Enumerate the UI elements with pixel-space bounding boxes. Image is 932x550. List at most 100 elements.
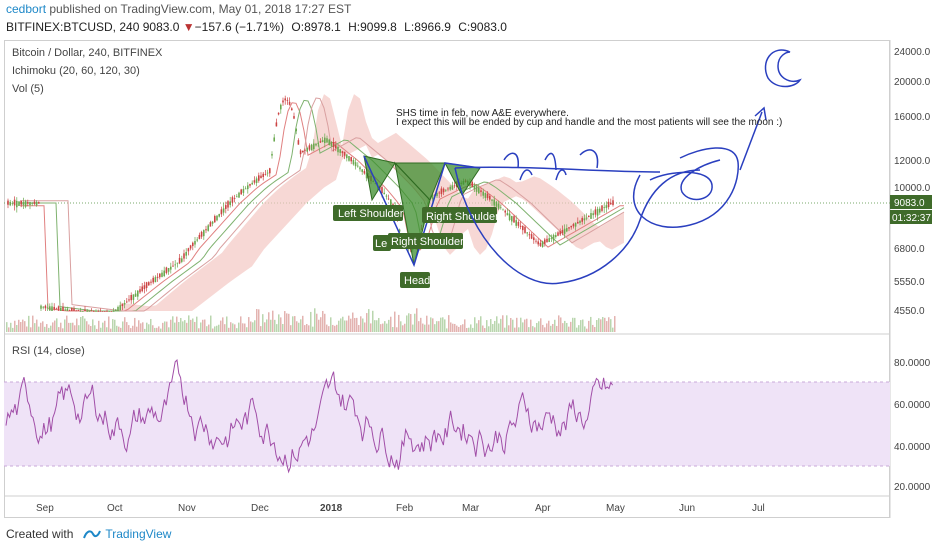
volume-bar [266,319,268,332]
candle-body [200,231,203,237]
tradingview-brand-link[interactable]: TradingView [105,527,172,541]
candle-body [365,172,368,179]
candle-body [20,200,22,205]
volume-bar [564,320,566,332]
volume-bar [92,319,94,332]
volume-bar [372,310,374,332]
candle-body [203,230,205,237]
volume-bar [314,308,316,332]
candle-body [88,311,91,312]
candle-body [266,172,269,174]
candle-body [581,218,583,222]
volume-bar [414,313,416,332]
candle-body [577,221,579,224]
volume-bar [532,326,534,332]
volume-bar [322,310,324,332]
volume-bar [534,327,536,332]
candle-body [330,141,333,146]
handle-curl-drawing [633,147,739,228]
candle-body [293,116,295,119]
ichimoku-legend[interactable]: Ichimoku (20, 60, 120, 30) [12,65,140,77]
candle-body [101,311,104,312]
volume-bar [452,323,454,332]
candle-body [357,165,359,167]
head-and-shoulders-pattern[interactable] [363,155,481,268]
last-price: 9083.0 [142,20,180,34]
candle-body [255,178,258,184]
candle-body [192,242,194,247]
candle-body [227,201,229,208]
rsi-tick: 80.0000 [894,358,931,369]
candle-body [258,175,260,181]
volume-bar [492,324,494,332]
author-link[interactable]: cedbort [6,2,47,16]
volume-bar [540,318,542,332]
volume-legend[interactable]: Vol (5) [12,83,44,95]
candle-body [335,145,337,149]
candle-body [104,311,106,312]
volume-bar [324,313,326,332]
volume-bar [246,327,248,332]
volume-bar [198,328,200,332]
candle-body [167,267,170,272]
volume-bar [602,317,604,332]
volume-bar [348,315,350,332]
volume-bar [188,315,190,332]
volume-bar [10,322,12,332]
volume-bar [416,308,418,332]
candle-body [482,191,484,196]
volume-bar [208,324,210,332]
high-value: 9099.8 [360,20,397,34]
volume-bar [570,321,572,332]
volume-bar [548,320,550,332]
freehand-drawings[interactable] [454,49,802,285]
candle-body [24,201,27,207]
scribble-2 [544,152,567,181]
candle-body [548,238,550,242]
volume-bar [368,309,370,332]
volume-bar [316,313,318,332]
candle-body [18,201,20,206]
candle-body [211,221,214,224]
volume-bar [174,322,176,332]
volume-bar [420,317,422,332]
candle-body [319,141,322,143]
low-label: L: [404,20,415,34]
volume-bar [510,317,512,332]
rsi-axis[interactable]: 80.0000 60.0000 40.0000 20.0000 [894,358,931,493]
volume-bar [454,323,456,332]
candle-body [214,216,216,223]
candle-body [62,306,64,311]
candle-body [442,188,445,193]
volume-bar [394,311,396,332]
price-axis[interactable]: 24000.0 20000.0 16000.0 12000.0 10000.0 … [890,47,932,317]
volume-bar [432,318,434,332]
tradingview-logo-icon[interactable] [83,528,102,540]
volume-bar [244,323,246,332]
candle-body [229,201,231,206]
candle-body [93,311,95,312]
volume-bar [338,320,340,332]
volume-bar [288,313,290,332]
candle-body [161,272,163,277]
volume-bar [6,322,8,332]
volume-bar [76,318,78,332]
price-change: −157.6 (−1.71%) [194,20,285,34]
rsi-legend[interactable]: RSI (14, close) [12,345,85,357]
open-value: 8978.1 [304,20,341,34]
volume-bar [574,317,576,332]
candle-body [471,181,473,188]
candle-body [286,99,289,101]
candle-body [398,229,401,232]
time-label: Nov [178,503,196,514]
volume-bar [140,323,142,332]
candle-body [317,142,319,144]
time-axis[interactable]: Sep Oct Nov Dec 2018 Feb Mar Apr May Jun… [36,503,765,514]
candle-body [511,216,513,222]
price-tick: 5550.0 [894,277,925,288]
volume-bar [604,317,606,332]
candle-body [13,199,16,206]
candle-body [453,185,456,187]
volume-bar [252,322,254,332]
